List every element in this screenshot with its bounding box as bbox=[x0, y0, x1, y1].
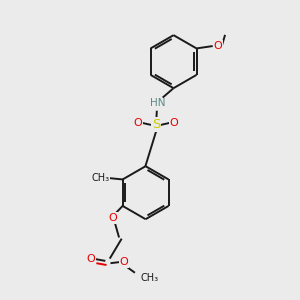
Text: CH₃: CH₃ bbox=[141, 273, 159, 283]
Text: S: S bbox=[152, 118, 160, 131]
Text: O: O bbox=[120, 257, 128, 267]
Text: CH₃: CH₃ bbox=[92, 173, 110, 183]
Text: HN: HN bbox=[150, 98, 165, 109]
Text: O: O bbox=[214, 41, 222, 51]
Text: O: O bbox=[86, 254, 95, 264]
Text: O: O bbox=[108, 213, 117, 223]
Text: O: O bbox=[170, 118, 178, 128]
Text: O: O bbox=[133, 118, 142, 128]
